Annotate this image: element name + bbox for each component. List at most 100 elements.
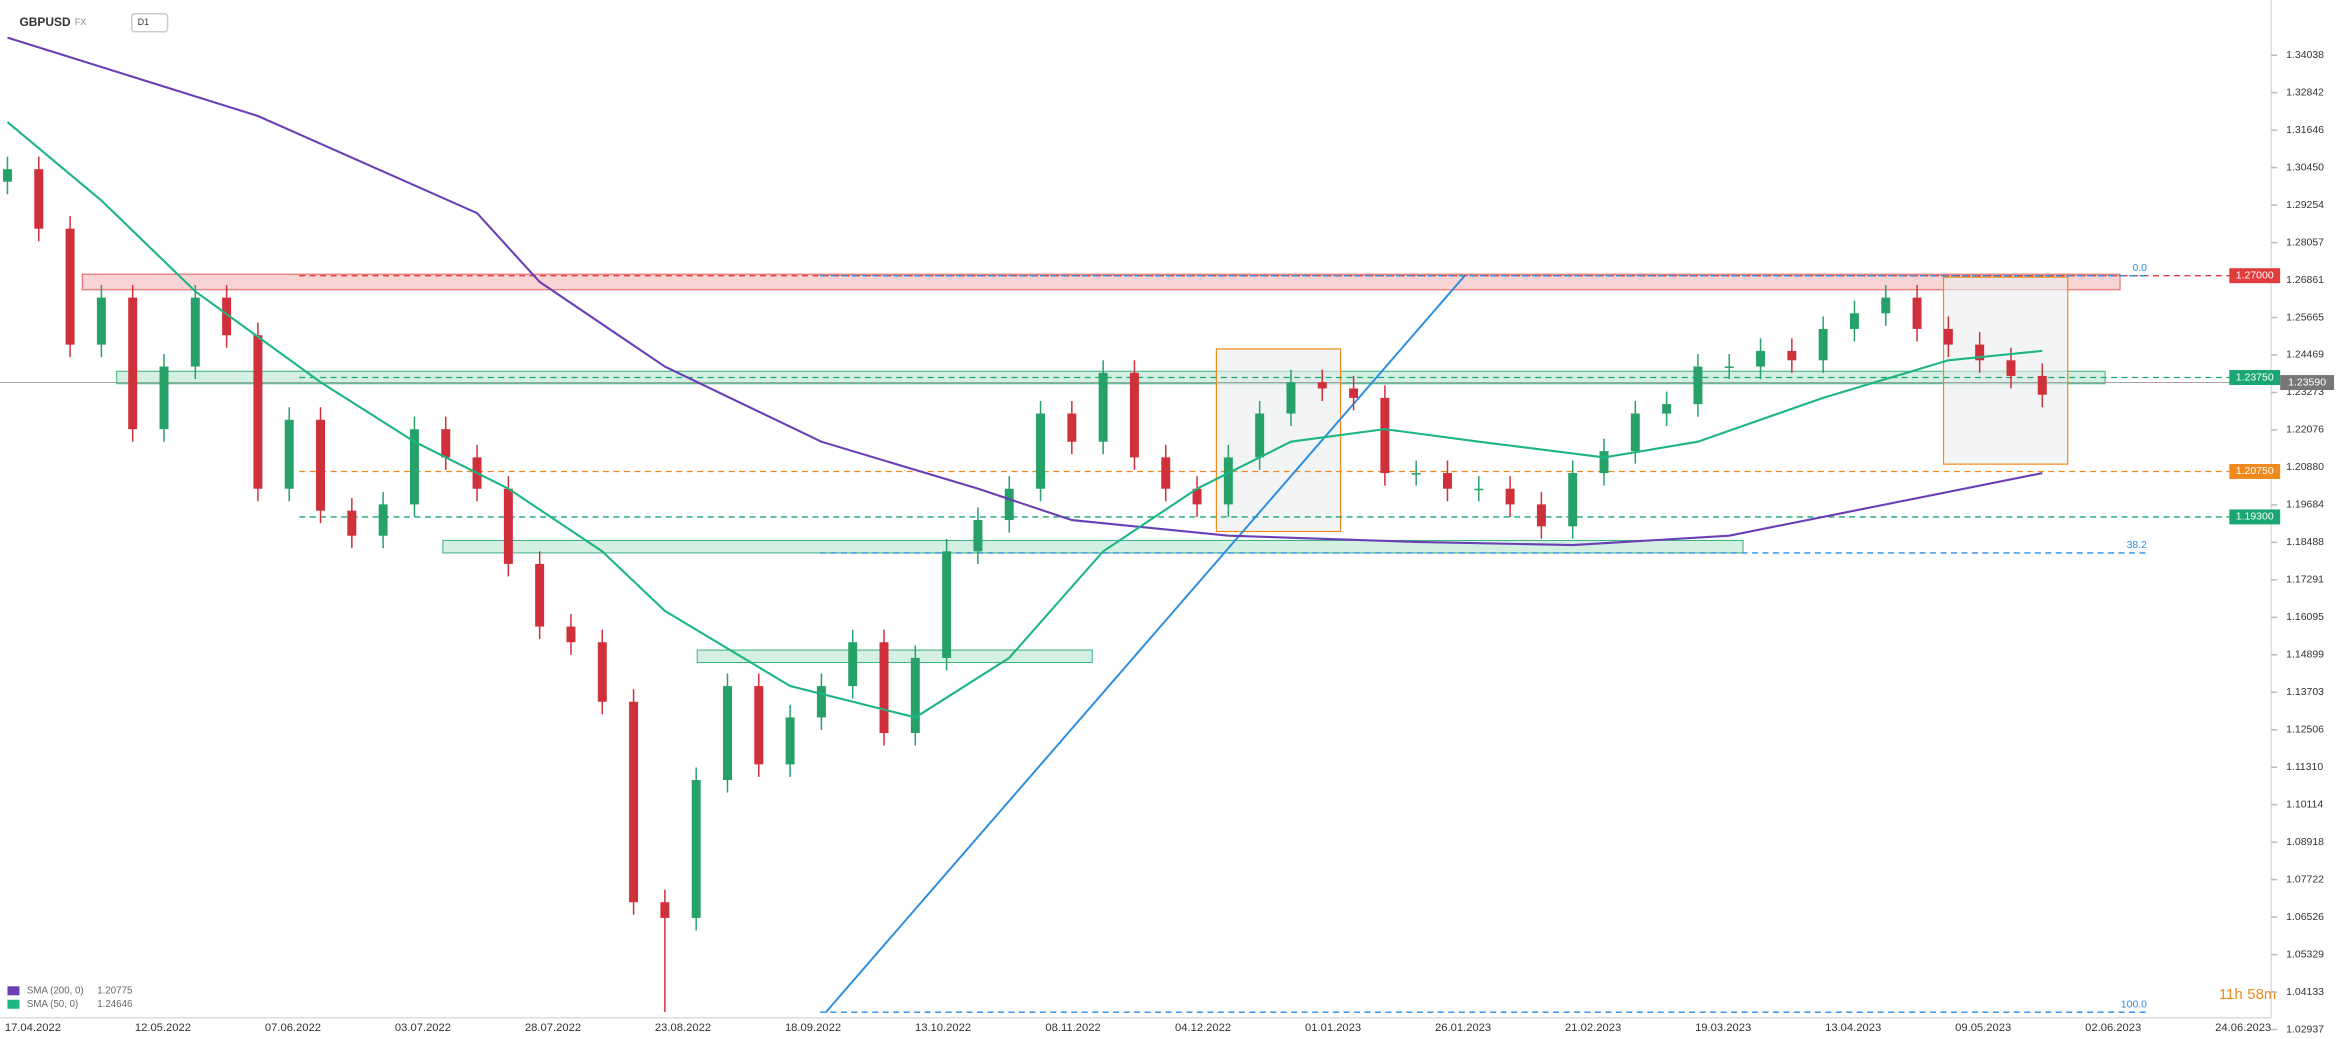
x-tick-label: 19.03.2023: [1695, 1022, 1751, 1034]
level-label: 1.23750: [2236, 372, 2274, 383]
candle-body: [284, 419, 294, 489]
current-price-label: 1.23590: [2288, 377, 2326, 388]
candle-body: [1036, 413, 1046, 489]
candle-body: [1568, 473, 1578, 527]
y-tick-label: 1.28057: [2286, 237, 2324, 248]
x-tick-label: 24.06.2023: [2215, 1022, 2271, 1034]
level-tag: [2229, 370, 2281, 385]
interval-box[interactable]: [130, 13, 169, 33]
market: FX: [75, 17, 86, 27]
candle-body: [159, 366, 169, 430]
timer-minutes: 58m: [2247, 986, 2276, 1003]
y-tick-label: 1.14899: [2286, 650, 2324, 661]
candle-body: [1912, 297, 1922, 329]
candle-body: [409, 429, 419, 505]
x-tick-label: 26.01.2023: [1435, 1022, 1491, 1034]
candle-body: [65, 228, 75, 345]
candle-body: [2006, 360, 2016, 376]
candle-body: [1724, 366, 1734, 369]
x-tick-label: 12.05.2022: [135, 1022, 191, 1034]
timer-hours: 11h: [2219, 986, 2243, 1003]
fib-label: 0.0: [2132, 263, 2147, 274]
candle-body: [96, 297, 106, 345]
y-tick-label: 1.18488: [2286, 537, 2324, 548]
candle-body: [128, 297, 138, 430]
candle-body: [1223, 457, 1233, 505]
y-tick-label: 1.29254: [2286, 200, 2324, 211]
level-tag: [2229, 464, 2281, 479]
candle-body: [253, 335, 263, 489]
x-tick-label: 23.08.2022: [655, 1022, 711, 1034]
y-tick-label: 1.06526: [2286, 912, 2324, 923]
candle-body: [691, 780, 701, 918]
candle-body: [722, 686, 732, 781]
range-box: [1215, 348, 1342, 533]
candle-body: [785, 717, 795, 765]
candle-body: [816, 686, 826, 718]
interval[interactable]: D1: [138, 17, 149, 27]
candle-body: [1943, 328, 1953, 345]
x-tick-label: 04.12.2022: [1175, 1022, 1231, 1034]
candle-body: [1881, 297, 1891, 314]
x-tick-label: 13.10.2022: [915, 1022, 971, 1034]
candle-body: [222, 297, 232, 336]
plot: [0, 36, 2272, 1013]
level-label: 1.20750: [2236, 466, 2274, 477]
candle-body: [1818, 328, 1828, 361]
candle-body: [848, 642, 858, 687]
candle-body: [1192, 488, 1202, 505]
y-tick-label: 1.04133: [2286, 987, 2324, 998]
candle-body: [1849, 313, 1859, 329]
zone: [442, 539, 1744, 554]
legend-value: 1.20775: [97, 985, 132, 996]
candle-body: [378, 504, 388, 536]
y-tick-label: 1.32842: [2286, 87, 2324, 98]
y-tick-label: 1.20880: [2286, 462, 2324, 473]
y-tick-label: 1.13703: [2286, 687, 2324, 698]
candle-body: [316, 419, 326, 511]
y-tick-label: 1.10114: [2286, 799, 2323, 810]
y-tick-label: 1.31646: [2286, 125, 2324, 136]
candle-body: [973, 520, 983, 552]
candle-body: [1411, 473, 1421, 475]
fib-label: 100.0: [2121, 999, 2147, 1010]
y-tick-label: 1.11310: [2286, 762, 2323, 773]
candle-body: [1129, 372, 1139, 458]
candle-body: [660, 902, 670, 918]
candle-body: [1756, 350, 1766, 367]
x-tick-label: 28.07.2022: [525, 1022, 581, 1034]
legend-swatch: [7, 986, 20, 996]
legend-swatch: [7, 999, 20, 1009]
symbol[interactable]: GBPUSD: [19, 15, 71, 29]
candle-body: [879, 642, 889, 734]
candle-body: [1599, 451, 1609, 474]
y-tick-label: 1.02937: [2286, 1024, 2324, 1035]
zone: [81, 273, 2121, 291]
zone: [696, 649, 1093, 664]
candle-body: [1286, 382, 1296, 414]
y-tick-label: 1.26861: [2286, 275, 2324, 286]
candle-body: [754, 686, 764, 765]
candle-body: [1349, 388, 1359, 398]
x-tick-label: 21.02.2023: [1565, 1022, 1621, 1034]
legend-name: SMA (200, 0): [27, 985, 84, 996]
candle-body: [1975, 344, 1985, 361]
candle-body: [597, 642, 607, 702]
candle-body: [2037, 375, 2047, 395]
candle-body: [535, 563, 545, 627]
candle-body: [1317, 382, 1327, 389]
candle-body: [441, 429, 451, 458]
candle-body: [2, 169, 12, 182]
candle-body: [1505, 488, 1515, 505]
candle-body: [1098, 372, 1108, 442]
x-tick-label: 01.01.2023: [1305, 1022, 1361, 1034]
candle-body: [190, 297, 200, 367]
level-tag: [2229, 268, 2281, 284]
current-price-tag: [2280, 375, 2335, 391]
candle-body: [910, 657, 920, 734]
y-tick-label: 1.19684: [2286, 500, 2324, 511]
candle-body: [1067, 413, 1077, 442]
